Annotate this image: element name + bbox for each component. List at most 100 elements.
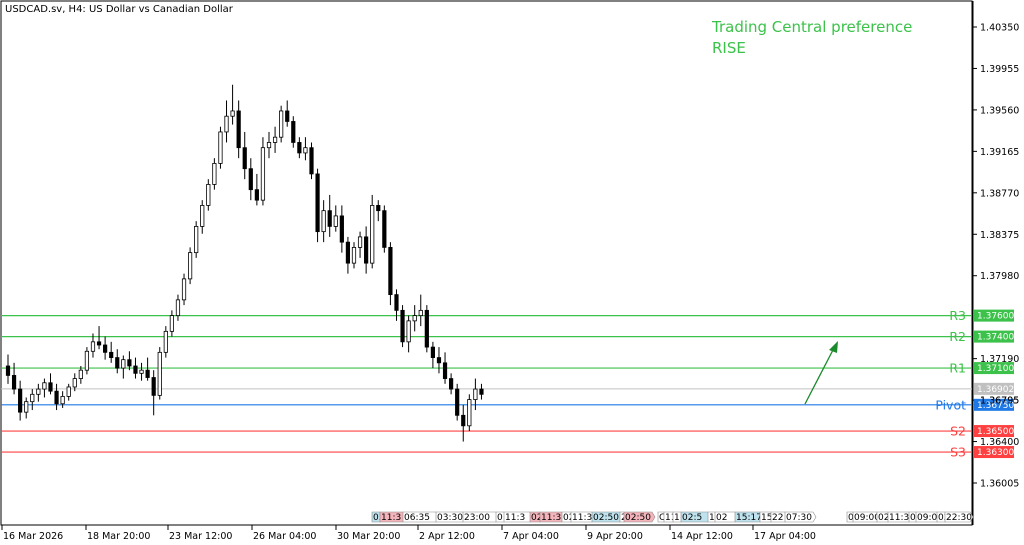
session-tag-text: 11	[665, 513, 676, 523]
session-tag-text: 06:35	[404, 513, 430, 523]
candle-bear	[345, 241, 351, 264]
y-tick-label: 1.38375	[980, 230, 1019, 241]
candle-bear	[430, 346, 436, 358]
session-tag-text: 11:3	[505, 513, 525, 523]
candle-bear	[436, 357, 442, 364]
level-price-tag-text: 1.37600	[977, 312, 1014, 322]
candle-bull	[194, 226, 199, 254]
candle-bull	[272, 136, 278, 143]
session-tag-text: 09:00	[854, 513, 880, 523]
candle-bull	[72, 378, 77, 388]
candle-bear	[127, 359, 132, 367]
plot-frame	[0, 0, 973, 526]
candle-bull	[218, 131, 223, 164]
x-tick-label: 26 Mar 04:00	[253, 531, 316, 542]
candle-bear	[54, 390, 59, 405]
session-tag-text: 15:17	[736, 513, 762, 523]
candle-bull	[303, 147, 308, 154]
session-tag-text: 02	[878, 513, 889, 523]
candle-bear	[133, 365, 138, 374]
session-tag-text: 03:30	[437, 513, 463, 523]
y-tick-label: 1.36400	[980, 437, 1019, 448]
level-label-r2: R2	[949, 329, 966, 344]
candle-bull	[66, 386, 71, 397]
price-axis: 1.40350 1.39955 1.39560 1.39165 1.38770 1.383…	[973, 23, 1019, 490]
y-tick-label: 1.36005	[980, 479, 1019, 490]
candle-bear	[254, 189, 259, 201]
level-label-s3: S3	[950, 445, 966, 460]
session-tag-text: 0	[910, 513, 916, 523]
candle-bear	[461, 414, 466, 427]
session-tag-text: C	[659, 513, 665, 523]
session-tag-text: 22:30	[946, 513, 972, 523]
symbol-title: USDCAD.sv, H4: US Dollar vs Canadian Dol…	[5, 4, 234, 15]
candle-bull	[260, 147, 266, 201]
session-tag-text: 07:30	[786, 513, 812, 523]
session-tag-text: 23:00	[464, 513, 490, 523]
session-tag-text: 15	[761, 513, 772, 523]
candle-bull	[266, 142, 272, 149]
candle-bear	[424, 309, 429, 348]
candle-bear	[376, 205, 381, 212]
candle-bull	[24, 401, 29, 413]
x-tick-label: 18 Mar 20:00	[87, 531, 150, 542]
candle-bull	[36, 388, 41, 395]
candle-bear	[327, 210, 332, 227]
level-price-tag	[974, 309, 1014, 322]
y-tick-label: 1.39955	[980, 64, 1019, 75]
session-tag	[944, 511, 974, 523]
candle-bear	[388, 246, 393, 296]
level-price-tag-text: 1.36300	[977, 448, 1014, 458]
y-tick-label: 1.40350	[980, 23, 1019, 34]
arrow-head	[829, 341, 838, 353]
candle-bear	[449, 378, 454, 390]
candle-bull	[163, 330, 168, 353]
candle-bull	[30, 393, 35, 403]
x-tick-label: 17 Apr 04:00	[754, 531, 816, 542]
candle-bull	[175, 299, 181, 317]
candle-bull	[139, 369, 144, 374]
x-tick-label: 16 Mar 2026	[3, 531, 63, 542]
candle-bear	[151, 377, 156, 396]
candle-bear	[297, 142, 302, 154]
candle-bear	[364, 236, 369, 264]
candle-bull	[357, 236, 363, 248]
session-tag-text: 11:3	[572, 513, 592, 523]
x-tick-label: 2 Apr 12:00	[419, 531, 475, 542]
candle-bull	[418, 309, 423, 317]
candle-bear	[248, 168, 253, 191]
candle-bull	[121, 359, 126, 369]
candle-bear	[11, 375, 17, 390]
level-price-tag	[974, 362, 1014, 375]
current-price-tag	[974, 382, 1014, 395]
level-price-tag	[974, 425, 1014, 438]
candle-bear	[455, 388, 460, 416]
level-price-tag	[974, 446, 1014, 459]
y-tick-label: 1.39560	[980, 105, 1019, 116]
time-axis: 16 Mar 2026 18 Mar 20:00 23 Mar 12:00 26 Ma…	[1, 525, 816, 542]
candle-bull	[351, 246, 357, 264]
session-tag-text: 09:0	[917, 513, 937, 523]
candle-bear	[242, 147, 247, 170]
level-label-pivot: Pivot	[935, 397, 966, 412]
session-tag-text: 02:50	[593, 513, 619, 523]
session-tag-text: 1	[674, 513, 680, 523]
y-tick-label: 1.38770	[980, 188, 1019, 199]
candle-bear	[285, 110, 290, 122]
x-tick-label: 7 Apr 04:00	[503, 531, 559, 542]
candle-bear	[109, 351, 114, 358]
candle-bear	[103, 344, 108, 353]
session-tag-text: 22	[772, 513, 783, 523]
session-tag-text: 02:50	[625, 513, 651, 523]
candle-bull	[169, 315, 174, 332]
candle-bull	[467, 399, 472, 427]
candles	[5, 84, 484, 442]
candle-bear	[394, 294, 399, 311]
session-tag-text: 1	[709, 513, 715, 523]
level-price-tags: 1.37600 1.37400 1.37100 1.36750 1.36500 1.363…	[974, 309, 1019, 459]
session-tag-text: 11:3	[541, 513, 561, 523]
preference-direction: RISE	[712, 39, 746, 57]
x-tick-label: 30 Mar 20:00	[337, 531, 400, 542]
candle-bear	[291, 121, 296, 143]
